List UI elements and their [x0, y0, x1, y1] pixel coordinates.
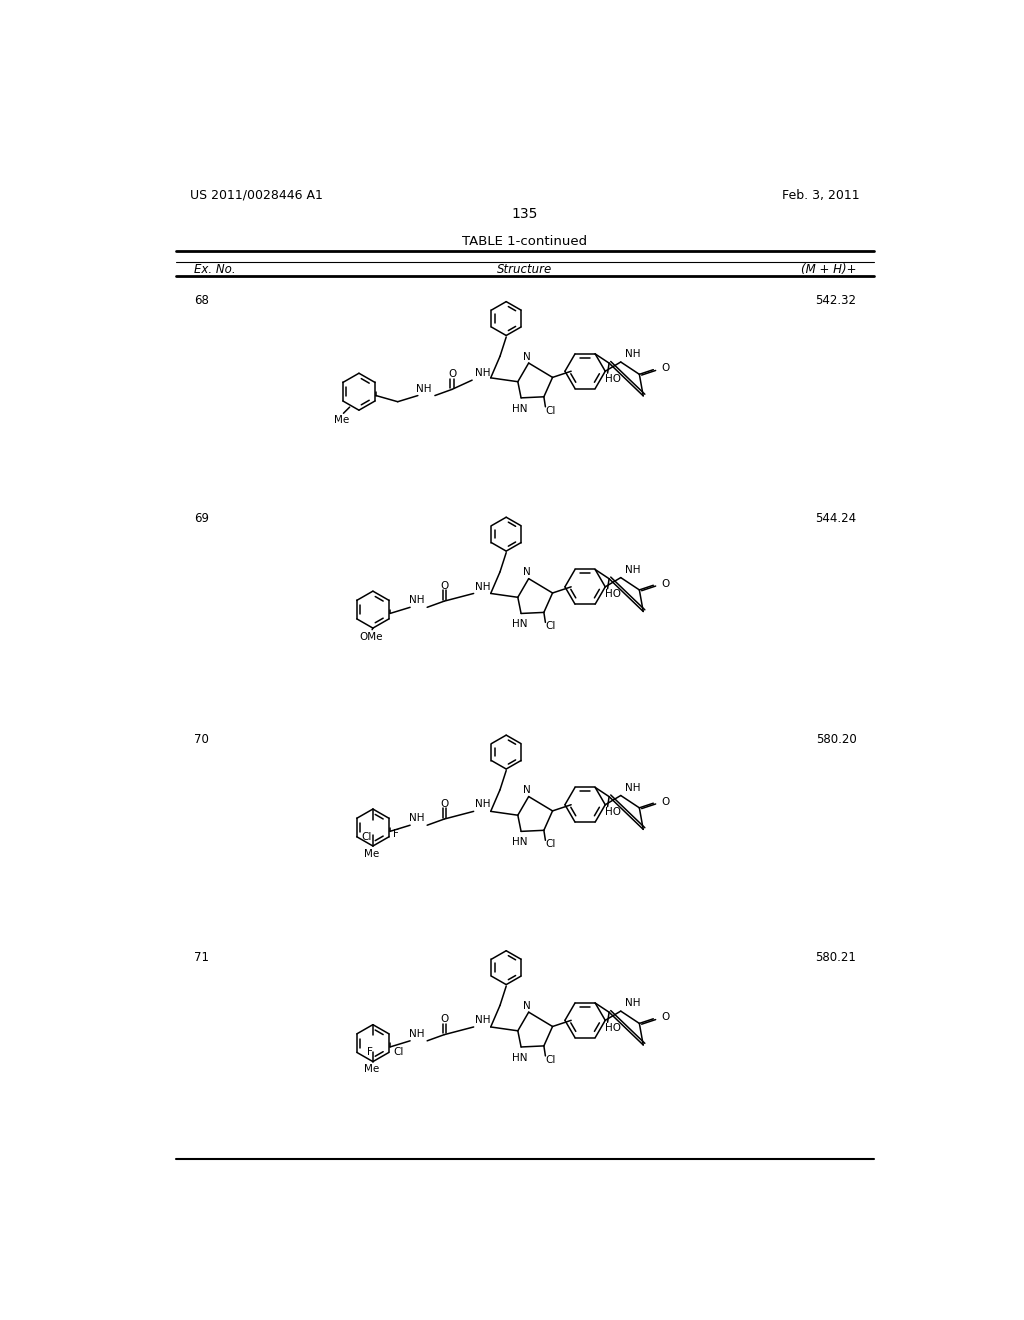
Text: Cl: Cl — [546, 405, 556, 416]
Text: O: O — [662, 1012, 670, 1022]
Text: US 2011/0028446 A1: US 2011/0028446 A1 — [190, 189, 323, 202]
Text: HO: HO — [605, 374, 622, 384]
Text: HN: HN — [512, 619, 527, 630]
Text: 580.20: 580.20 — [816, 733, 856, 746]
Text: Ex. No.: Ex. No. — [194, 263, 236, 276]
Text: Me: Me — [364, 849, 379, 859]
Text: O: O — [662, 578, 670, 589]
Text: NH: NH — [475, 800, 490, 809]
Text: O: O — [441, 581, 450, 591]
Text: 71: 71 — [194, 952, 209, 964]
Text: Me: Me — [364, 1064, 379, 1074]
Text: 135: 135 — [512, 207, 538, 220]
Text: NH: NH — [625, 783, 640, 793]
Text: Cl: Cl — [546, 840, 556, 849]
Text: O: O — [441, 1014, 450, 1024]
Text: F: F — [367, 1047, 373, 1057]
Text: OMe: OMe — [359, 632, 383, 643]
Text: 542.32: 542.32 — [815, 294, 856, 308]
Text: HN: HN — [512, 1053, 527, 1063]
Text: Cl: Cl — [546, 622, 556, 631]
Text: NH: NH — [475, 582, 490, 591]
Text: NH: NH — [625, 998, 640, 1008]
Text: HN: HN — [512, 404, 527, 413]
Text: 68: 68 — [194, 294, 209, 308]
Text: NH: NH — [417, 384, 432, 393]
Text: N: N — [523, 785, 531, 796]
Text: 69: 69 — [194, 512, 209, 525]
Text: NH: NH — [625, 350, 640, 359]
Text: NH: NH — [625, 565, 640, 576]
Text: NH: NH — [475, 368, 490, 379]
Text: Cl: Cl — [393, 1047, 403, 1057]
Text: 580.21: 580.21 — [816, 952, 856, 964]
Text: N: N — [523, 568, 531, 577]
Text: Structure: Structure — [498, 263, 552, 276]
Text: (M + H)+: (M + H)+ — [801, 263, 856, 276]
Text: F: F — [393, 829, 399, 838]
Text: O: O — [441, 799, 450, 809]
Text: 544.24: 544.24 — [815, 512, 856, 525]
Text: Me: Me — [334, 416, 349, 425]
Text: Cl: Cl — [546, 1055, 556, 1065]
Text: N: N — [523, 1001, 531, 1011]
Text: Cl: Cl — [361, 832, 372, 842]
Text: O: O — [449, 370, 457, 379]
Text: O: O — [662, 363, 670, 374]
Text: TABLE 1-continued: TABLE 1-continued — [462, 235, 588, 248]
Text: N: N — [523, 352, 531, 362]
Text: HO: HO — [605, 589, 622, 599]
Text: NH: NH — [409, 595, 424, 606]
Text: 70: 70 — [194, 733, 209, 746]
Text: O: O — [662, 797, 670, 807]
Text: HO: HO — [605, 807, 622, 817]
Text: NH: NH — [409, 1028, 424, 1039]
Text: NH: NH — [475, 1015, 490, 1026]
Text: Feb. 3, 2011: Feb. 3, 2011 — [782, 189, 859, 202]
Text: HN: HN — [512, 837, 527, 847]
Text: NH: NH — [409, 813, 424, 824]
Text: HO: HO — [605, 1023, 622, 1032]
